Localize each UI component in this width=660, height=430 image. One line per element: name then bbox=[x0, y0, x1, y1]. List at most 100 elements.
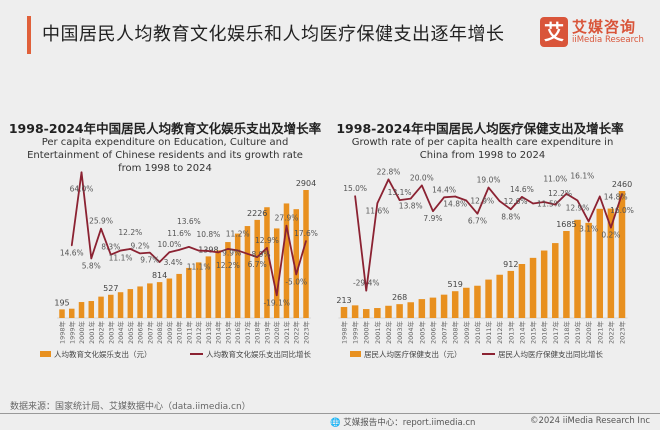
chart1-growth-label: 13.6% bbox=[177, 217, 201, 226]
chart2-growth-point bbox=[621, 193, 623, 195]
chart2-growth-point bbox=[554, 203, 557, 206]
chart2-bar-2006年 bbox=[429, 297, 437, 318]
chart2-growth-label: 8.8% bbox=[501, 212, 520, 221]
chart1-x-tick-label: 2009年 bbox=[165, 321, 174, 345]
chart2-bar-2022年 bbox=[607, 208, 615, 318]
chart2-bar-2019年 bbox=[574, 219, 581, 318]
chart1-growth-point bbox=[178, 249, 180, 251]
chart2-growth-label: 14.6% bbox=[510, 185, 534, 194]
chart2-bar-label: 2460 bbox=[612, 180, 632, 189]
chart2-x-tick-label: 2014年 bbox=[517, 321, 526, 345]
chart1-x-tick-label: 2002年 bbox=[97, 321, 106, 345]
chart1-growth-label: 5.8% bbox=[82, 261, 101, 270]
chart2-growth-label: 0.2% bbox=[601, 231, 620, 240]
charts-canvas: 1998年 1999年 2000年 2001年 2002年 2003年 2004年 2005年… bbox=[40, 167, 634, 359]
chart1-growth-point bbox=[100, 227, 102, 230]
chart2-growth-label: 11.0% bbox=[543, 175, 567, 184]
chart2-growth-point bbox=[487, 186, 490, 189]
chart1-growth-point bbox=[305, 240, 307, 242]
chart2-growth-point bbox=[587, 220, 590, 223]
chart1-growth-point bbox=[168, 251, 171, 253]
chart2-x-tick-label: 2020年 bbox=[584, 321, 593, 345]
chart1-growth-point bbox=[266, 247, 268, 249]
chart2-growth-point bbox=[421, 184, 423, 187]
chart2-growth-label: 13.1% bbox=[388, 188, 412, 197]
chart2-growth-label: -29.4% bbox=[353, 279, 380, 288]
chart2-x-tick-label: 2018年 bbox=[562, 321, 571, 345]
chart1-growth-point bbox=[275, 294, 278, 297]
chart2-growth-label: 11.6% bbox=[365, 206, 389, 215]
chart1-growth-label: 9.9% bbox=[222, 248, 241, 257]
chart1-bar-2013年 bbox=[205, 256, 212, 318]
chart1-bar-2002年 bbox=[98, 296, 104, 318]
chart1-growth-label: 11.2% bbox=[226, 229, 250, 238]
chart1-growth-label: 12.2% bbox=[216, 261, 240, 270]
chart2-growth-label: 7.9% bbox=[423, 214, 442, 223]
chart2-bar-2021年 bbox=[596, 208, 604, 318]
chart2-bar-label: 1685 bbox=[556, 220, 576, 229]
chart1-x-tick-label: 2018年 bbox=[253, 321, 262, 345]
chart1-bar-2004年 bbox=[117, 292, 124, 318]
chart2-growth-point bbox=[543, 201, 545, 203]
chart2-growth-point bbox=[610, 226, 612, 229]
chart1-bar-2018年 bbox=[254, 219, 260, 318]
chart1-subtitle: Per capita expenditure on Education, Cul… bbox=[27, 137, 303, 174]
chart2-bar-2017年 bbox=[552, 243, 559, 318]
chart1-bar-2017年 bbox=[244, 226, 251, 318]
chart1-bar-2022年 bbox=[293, 209, 299, 318]
chart1-growth-label: 11.6% bbox=[167, 229, 191, 238]
chart1-growth-point bbox=[139, 252, 141, 255]
chart2-bar-2000年 bbox=[362, 309, 370, 318]
chart2-x-tick-label: 2012年 bbox=[495, 321, 504, 345]
chart1-x-tick-label: 1999年 bbox=[67, 321, 76, 345]
chart2-growth-label: 14.8% bbox=[604, 192, 628, 201]
chart1-bar-label: 814 bbox=[152, 271, 167, 280]
chart1-bar-1998年 bbox=[59, 309, 65, 318]
chart2-growth-point bbox=[576, 199, 579, 202]
chart2-x-tick-label: 2016年 bbox=[540, 321, 549, 345]
chart1-x-tick-label: 2017年 bbox=[243, 321, 252, 345]
chart2-x-tick-label: 2017年 bbox=[551, 321, 560, 345]
chart1-x-tick-label: 2004年 bbox=[116, 321, 125, 345]
chart1-growth-point bbox=[227, 248, 229, 250]
chart2-growth-point bbox=[498, 200, 501, 202]
globe-icon: 🌐 bbox=[330, 418, 341, 428]
chart1-growth-point bbox=[285, 224, 288, 227]
chart2-legend-bar-swatch bbox=[350, 351, 361, 357]
chart2-legend-bar-label: 居民人均医疗保健支出（元） bbox=[364, 349, 462, 359]
chart2-x-tick-label: 2001年 bbox=[373, 321, 382, 345]
chart1-x-tick-label: 2015年 bbox=[223, 321, 232, 345]
chart2-bar-2002年 bbox=[385, 305, 392, 318]
chart1-x-tick-label: 2012年 bbox=[194, 321, 203, 345]
chart2-x-tick-label: 2008年 bbox=[451, 321, 460, 345]
chart1-bar-2019年 bbox=[264, 207, 270, 318]
chart2-x-tick-label: 2010年 bbox=[473, 321, 482, 345]
chart1-x-tick-label: 2022年 bbox=[292, 321, 301, 345]
chart2-bar-2007年 bbox=[440, 294, 448, 318]
chart2-growth-point bbox=[432, 210, 434, 212]
chart1-growth-label: 6.7% bbox=[248, 260, 267, 269]
chart1-growth-label: -19.1% bbox=[263, 298, 290, 307]
chart2-bar-label: 519 bbox=[448, 280, 463, 289]
chart1-growth-label: 12.2% bbox=[118, 228, 142, 237]
chart1-growth-point bbox=[217, 251, 219, 254]
chart1-bar-label: 2226 bbox=[247, 209, 267, 218]
chart2-bar-label: 912 bbox=[503, 260, 518, 269]
chart1-x-tick-label: 2008年 bbox=[155, 321, 164, 345]
report-center[interactable]: 🌐 艾媒报告中心：report.iimedia.cn bbox=[330, 416, 475, 428]
chart1-bar-2021年 bbox=[283, 203, 290, 318]
chart1-bar-2011年 bbox=[186, 267, 192, 318]
logo-text-cn: 艾媒咨询 bbox=[572, 18, 637, 36]
chart1-growth-label: 14.6% bbox=[60, 248, 84, 257]
chart2-x-tick-label: 2000年 bbox=[362, 321, 371, 345]
chart2-x-tick-label: 2009年 bbox=[462, 321, 471, 345]
chart2-bar-2015年 bbox=[529, 257, 537, 318]
chart1-x-tick-label: 2007年 bbox=[145, 321, 154, 345]
chart2-bar-label: 213 bbox=[336, 296, 351, 305]
chart1-x-tick-label: 2006年 bbox=[136, 321, 145, 345]
chart1-x-tick-label: 2000年 bbox=[77, 321, 86, 345]
chart1-growth-label: 10.8% bbox=[196, 230, 220, 239]
chart2-growth-point bbox=[476, 212, 479, 215]
chart1-growth-point bbox=[197, 249, 200, 252]
chart1-bar-2003年 bbox=[108, 294, 114, 318]
